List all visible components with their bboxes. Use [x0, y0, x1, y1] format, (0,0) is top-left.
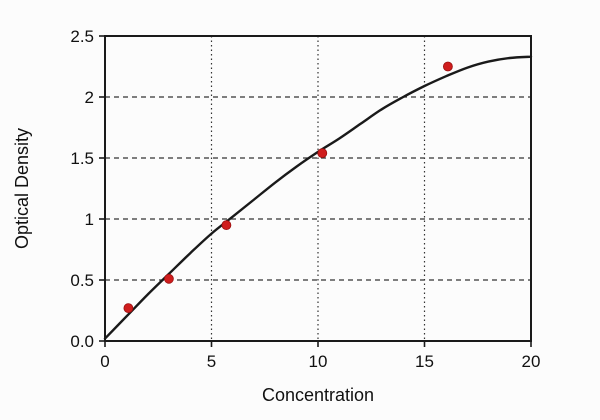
x-tick-label: 5 [207, 352, 216, 371]
y-tick-label: 2.5 [70, 27, 94, 46]
y-tick-label: 1 [85, 210, 94, 229]
x-tick-label: 15 [415, 352, 434, 371]
data-point [442, 61, 453, 72]
x-tick-label: 10 [309, 352, 328, 371]
y-tick-label: 2 [85, 88, 94, 107]
x-axis-title: Concentration [262, 385, 374, 405]
x-tick-label: 20 [522, 352, 541, 371]
data-point [221, 220, 232, 231]
data-point [163, 273, 174, 284]
data-point [123, 303, 134, 314]
y-tick-label: 0.0 [70, 332, 94, 351]
y-axis-title: Optical Density [12, 128, 32, 249]
data-point [317, 148, 328, 159]
y-tick-label: 0.5 [70, 271, 94, 290]
y-tick-label: 1.5 [70, 149, 94, 168]
x-tick-label: 0 [100, 352, 109, 371]
